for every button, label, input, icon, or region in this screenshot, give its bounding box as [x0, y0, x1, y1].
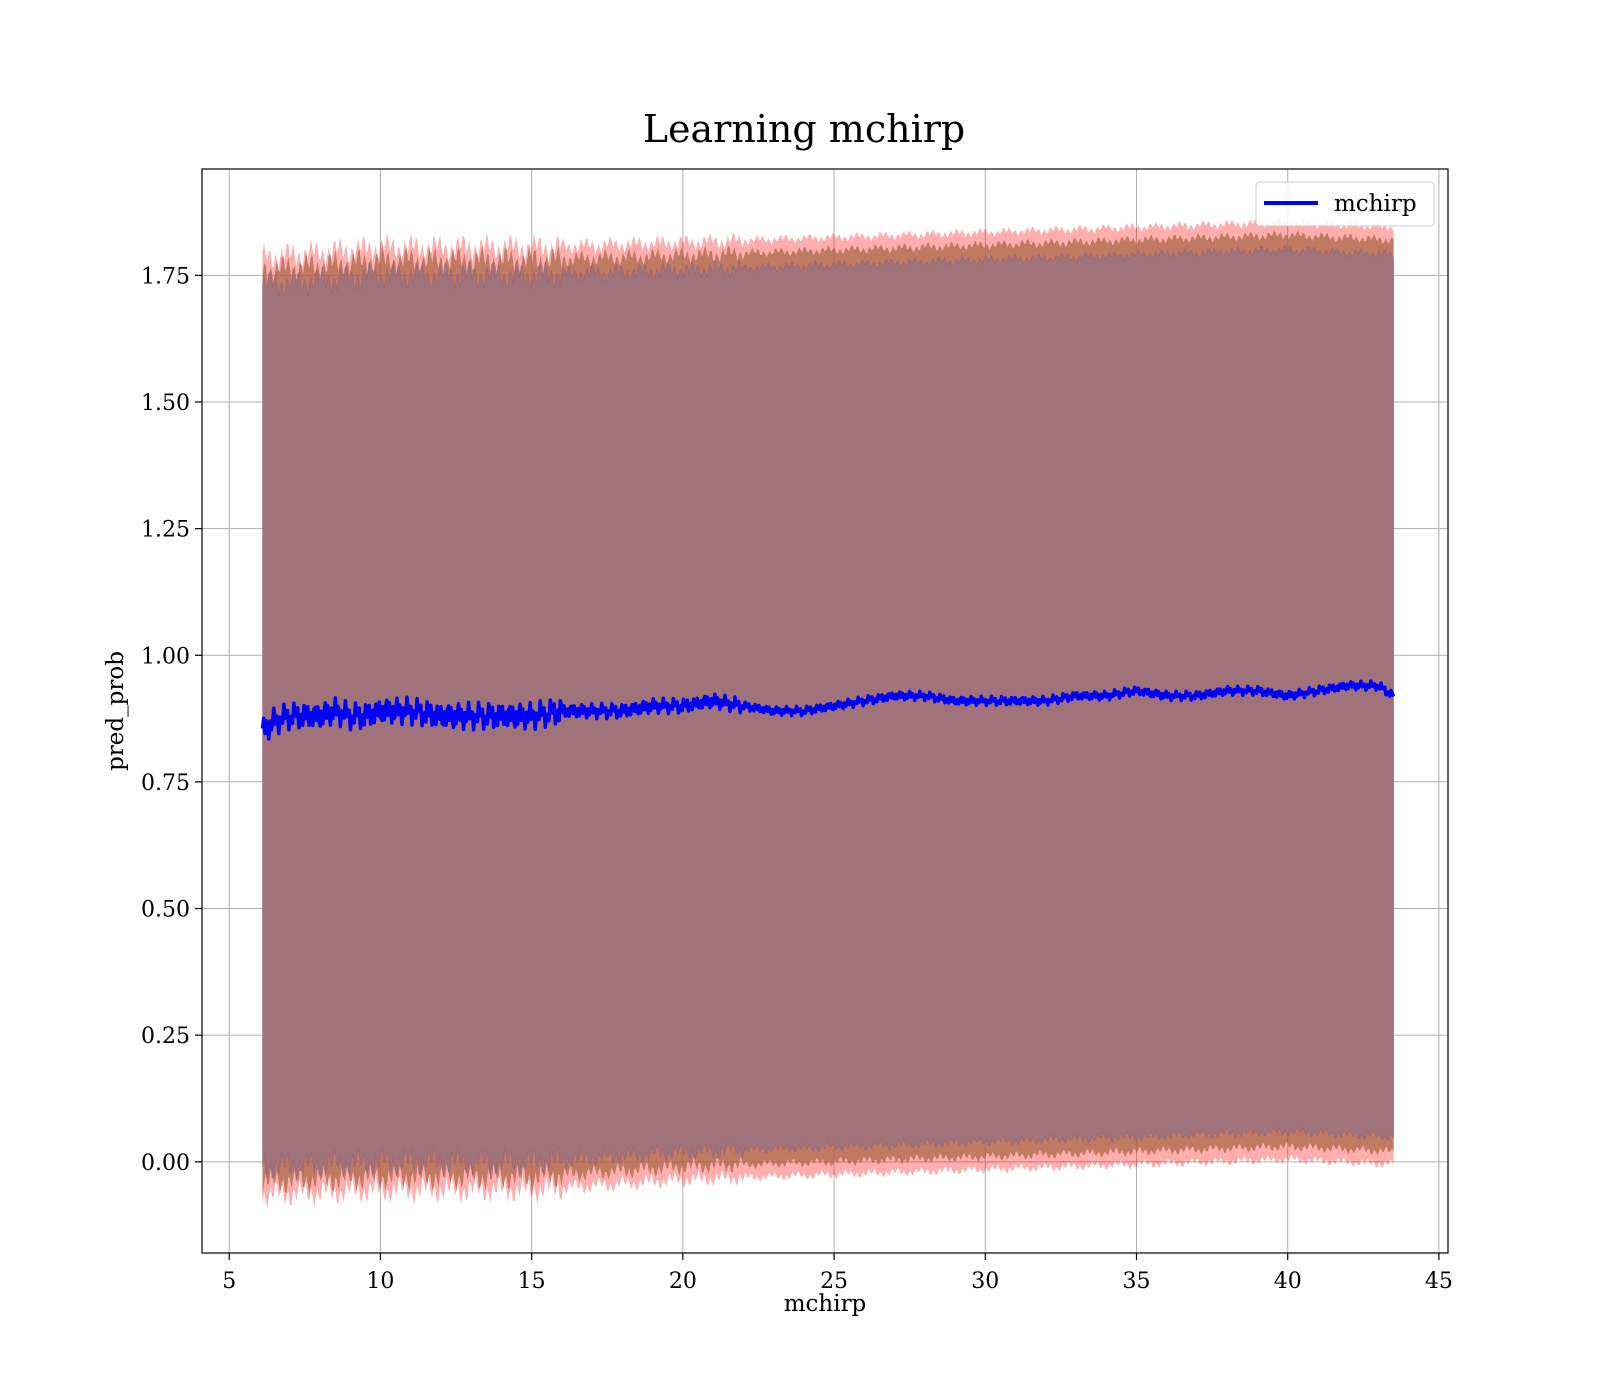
legend-box	[1255, 181, 1435, 227]
y-tick-label: 1.75	[141, 264, 190, 289]
uncertainty-bands	[262, 217, 1395, 1209]
x-tick-label: 25	[820, 1269, 848, 1294]
y-tick-label: 0.25	[141, 1024, 190, 1049]
y-axis-ticks: 0.00 0.25 0.50 0.75 1.00 1.25 1.50 1.75	[141, 264, 202, 1176]
chart-title: Learning mchirp	[643, 107, 965, 151]
x-tick-label: 45	[1425, 1269, 1453, 1294]
x-tick-label: 20	[669, 1269, 697, 1294]
y-tick-label: 0.75	[141, 771, 190, 796]
x-tick-label: 5	[222, 1269, 236, 1294]
legend-label-mchirp: mchirp	[1334, 191, 1417, 217]
y-tick-label: 1.50	[141, 391, 190, 416]
series-line-mchirp	[260, 679, 1396, 741]
y-tick-label: 1.00	[141, 644, 190, 669]
legend: mchirp	[1255, 181, 1435, 227]
x-tick-label: 40	[1274, 1269, 1302, 1294]
x-tick-label: 30	[971, 1269, 999, 1294]
x-tick-label: 15	[518, 1269, 546, 1294]
series-layer	[260, 679, 1396, 741]
x-tick-label: 35	[1123, 1269, 1151, 1294]
inner-band	[262, 244, 1395, 1181]
plot-frame	[201, 168, 1449, 1254]
y-axis-label: pred_prob	[103, 651, 129, 771]
x-axis-ticks: 5 10 15 20 25 30 35 40 45	[222, 1253, 1453, 1294]
y-tick-label: 0.00	[141, 1151, 190, 1176]
x-tick-label: 10	[366, 1269, 394, 1294]
y-tick-label: 1.25	[141, 518, 190, 543]
y-tick-label: 0.50	[141, 898, 190, 923]
x-axis-label: mchirp	[784, 1291, 867, 1317]
